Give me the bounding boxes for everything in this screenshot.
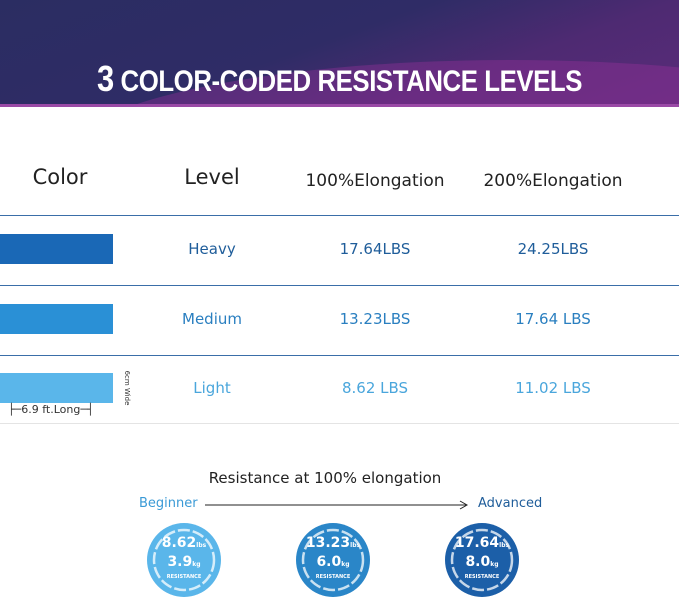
header-banner — [0, 0, 679, 107]
resistance-label: RESISTANCE — [464, 574, 500, 580]
divider — [0, 355, 679, 356]
col-color: Color — [32, 165, 88, 189]
kg-unit: kg — [192, 561, 201, 568]
level-cell: Medium — [182, 310, 242, 328]
elongation-200-cell: 11.02 LBS — [515, 379, 591, 397]
elongation-100-cell: 13.23LBS — [339, 310, 411, 328]
lbs-value: 13.23 — [305, 535, 351, 551]
kg-unit: kg — [341, 561, 350, 568]
color-swatch-heavy — [0, 234, 113, 264]
lbs-unit: lbs — [196, 542, 207, 549]
resistance-badge: 13.23lbs 6.0kg RESISTANCE — [295, 522, 371, 598]
lbs-unit: lbs — [350, 542, 361, 549]
width-label: 6cm Wide — [122, 370, 131, 406]
level-cell: Heavy — [188, 240, 236, 258]
kg-value: 8.0 — [465, 554, 491, 570]
title-text: COLOR-CODED RESISTANCE LEVELS — [120, 65, 583, 98]
level-cell: Light — [193, 379, 231, 397]
resistance-badge: 8.62lbs 3.9kg RESISTANCE — [146, 522, 222, 598]
kg-value: 3.9 — [167, 554, 193, 570]
page-title: 3 COLOR-CODED RESISTANCE LEVELS — [48, 58, 632, 100]
resistance-label: RESISTANCE — [166, 574, 202, 580]
color-swatch-medium — [0, 304, 113, 334]
elongation-100-cell: 8.62 LBS — [341, 379, 409, 397]
lbs-unit: lbs — [499, 542, 510, 549]
title-number: 3 — [96, 58, 114, 99]
kg-unit: kg — [490, 561, 499, 568]
resistance-label: RESISTANCE — [315, 574, 351, 580]
col-100: 100%Elongation — [305, 171, 445, 191]
divider — [0, 215, 679, 216]
color-swatch-light — [0, 373, 113, 403]
advanced-label: Advanced — [478, 496, 543, 511]
resistance-badge: 17.64lbs 8.0kg RESISTANCE — [444, 522, 520, 598]
elongation-200-cell: 17.64 LBS — [515, 310, 591, 328]
elongation-100-cell: 17.64LBS — [339, 240, 411, 258]
length-label: 6.9 ft.Long — [21, 403, 81, 416]
beginner-label: Beginner — [139, 496, 198, 511]
col-level: Level — [184, 165, 240, 189]
col-200: 200%Elongation — [483, 171, 623, 191]
divider — [0, 423, 679, 424]
length-dimension: ├─6.9 ft.Long─┤ — [8, 403, 94, 416]
progress-arrow — [205, 500, 469, 510]
lbs-value: 17.64 — [454, 535, 500, 551]
divider — [0, 285, 679, 286]
elongation-200-cell: 24.25LBS — [517, 240, 589, 258]
kg-value: 6.0 — [316, 554, 342, 570]
resistance-title: Resistance at 100% elongation — [208, 469, 442, 487]
lbs-value: 8.62 — [161, 535, 197, 551]
